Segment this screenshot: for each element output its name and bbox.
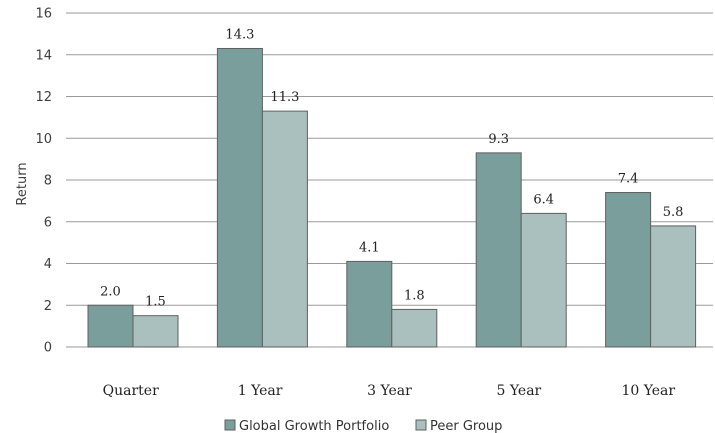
data-label: 1.8 xyxy=(404,288,425,303)
y-tick-label: 0 xyxy=(44,341,52,356)
legend-swatch xyxy=(415,419,427,431)
x-tick-label: 3 Year xyxy=(367,383,412,399)
x-axis-ticks: Quarter 1 Year 3 Year 5 Year 10 Year xyxy=(103,383,676,399)
bar-portfolio xyxy=(216,47,263,348)
y-tick-label: 14 xyxy=(35,48,52,63)
bar-peer-group xyxy=(391,308,438,348)
y-tick-label: 10 xyxy=(35,132,52,147)
data-label: 11.3 xyxy=(270,90,299,105)
bar-peer-group xyxy=(132,315,179,348)
data-label: 5.8 xyxy=(663,205,684,220)
data-label: 2.0 xyxy=(100,284,121,299)
legend-label: Peer Group xyxy=(430,419,502,433)
x-tick-label: 10 Year xyxy=(621,383,675,399)
data-label: 1.5 xyxy=(145,295,166,310)
x-tick-label: 5 Year xyxy=(497,383,542,399)
y-tick-label: 6 xyxy=(44,215,52,230)
data-labels: 2.0 1.5 14.3 11.3 4.1 1.8 9.3 6.4 7.4 5.8 xyxy=(100,27,683,309)
data-label: 9.3 xyxy=(488,132,509,147)
bar-peer-group xyxy=(261,110,308,348)
y-tick-label: 4 xyxy=(44,257,52,272)
x-tick-label: 1 Year xyxy=(238,383,283,399)
y-tick-label: 8 xyxy=(44,174,52,189)
bar-portfolio xyxy=(87,304,134,348)
y-tick-label: 2 xyxy=(44,299,52,314)
bar-portfolio xyxy=(475,152,522,348)
bars xyxy=(87,47,697,348)
data-label: 14.3 xyxy=(225,27,254,42)
legend-label: Global Growth Portfolio xyxy=(239,419,389,433)
x-tick-label: Quarter xyxy=(103,383,159,399)
bar-peer-group xyxy=(520,212,567,348)
data-label: 7.4 xyxy=(618,172,639,187)
gridlines xyxy=(66,12,713,348)
bar-portfolio xyxy=(346,260,393,348)
legend-swatch xyxy=(224,419,236,431)
y-axis-title: Return xyxy=(15,162,30,205)
y-tick-label: 12 xyxy=(35,90,52,105)
legend: Global Growth Portfolio Peer Group xyxy=(224,419,502,433)
y-axis-ticks: 0 2 4 6 8 10 12 14 16 xyxy=(35,7,52,356)
bar-portfolio xyxy=(605,192,652,348)
y-tick-label: 16 xyxy=(35,7,52,22)
bar-peer-group xyxy=(650,225,697,348)
data-label: 6.4 xyxy=(533,192,554,207)
data-label: 4.1 xyxy=(359,240,380,255)
